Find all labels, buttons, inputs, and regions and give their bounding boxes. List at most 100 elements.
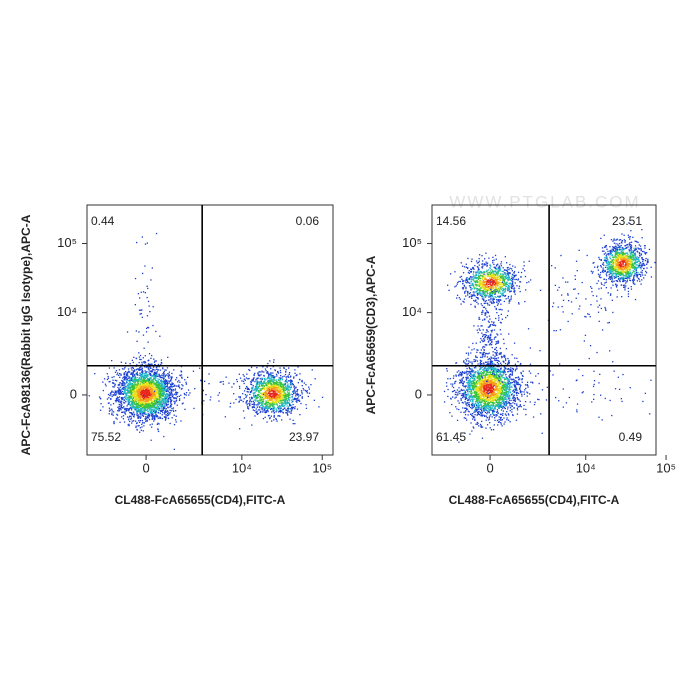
event-dot bbox=[279, 399, 281, 401]
event-dot bbox=[502, 398, 504, 400]
y-tick-label: 10⁴ bbox=[57, 304, 77, 319]
event-dot bbox=[134, 378, 137, 380]
event-dot bbox=[480, 381, 482, 383]
event-dot bbox=[153, 377, 155, 379]
event-dot bbox=[470, 371, 472, 373]
event-dot bbox=[297, 393, 300, 395]
event-dot bbox=[124, 375, 126, 377]
event-dot bbox=[265, 384, 267, 386]
event-dot bbox=[157, 410, 160, 412]
event-dot bbox=[141, 426, 143, 428]
event-dot bbox=[145, 373, 147, 375]
event-dot bbox=[273, 396, 275, 399]
event-dot bbox=[158, 400, 160, 402]
event-dot bbox=[127, 397, 129, 399]
event-dot bbox=[521, 391, 523, 393]
event-dot bbox=[288, 394, 291, 397]
event-dot bbox=[295, 393, 297, 395]
event-dot bbox=[169, 392, 171, 394]
event-dot bbox=[156, 414, 158, 417]
event-dot bbox=[284, 397, 286, 399]
event-dot bbox=[291, 399, 293, 401]
event-dot bbox=[150, 413, 153, 415]
event-dot bbox=[156, 405, 158, 407]
event-dot bbox=[303, 382, 305, 384]
event-dot bbox=[239, 396, 241, 398]
event-dot bbox=[270, 378, 272, 381]
event-dot bbox=[259, 375, 261, 377]
event-dot bbox=[150, 439, 152, 441]
event-dot bbox=[488, 405, 490, 407]
event-dot bbox=[461, 371, 463, 374]
event-dot bbox=[263, 409, 265, 411]
event-dot bbox=[110, 404, 112, 406]
event-dot bbox=[166, 384, 168, 386]
event-dot bbox=[170, 405, 172, 407]
event-dot bbox=[119, 390, 122, 392]
event-dot bbox=[161, 377, 163, 379]
event-dot bbox=[485, 396, 487, 398]
event-dot bbox=[112, 379, 114, 381]
event-dot bbox=[179, 398, 181, 400]
event-dot bbox=[145, 331, 148, 333]
event-dot bbox=[529, 393, 531, 395]
event-dot bbox=[273, 390, 275, 392]
event-dot bbox=[163, 385, 165, 387]
event-dot bbox=[465, 376, 467, 378]
event-dot bbox=[269, 392, 271, 394]
event-dot bbox=[287, 385, 289, 388]
event-dot bbox=[272, 385, 275, 387]
event-dot bbox=[271, 395, 274, 398]
event-dot bbox=[166, 410, 168, 413]
event-dot bbox=[167, 400, 169, 402]
event-dot bbox=[155, 372, 157, 374]
event-dot bbox=[152, 383, 154, 385]
event-dot bbox=[266, 405, 268, 407]
event-dot bbox=[266, 371, 269, 373]
event-dot bbox=[278, 379, 280, 382]
event-dot bbox=[473, 427, 475, 429]
event-dot bbox=[259, 381, 261, 383]
event-dot bbox=[514, 397, 516, 399]
event-dot bbox=[270, 390, 272, 392]
event-dot bbox=[469, 386, 471, 388]
event-dot bbox=[268, 382, 270, 384]
event-dot bbox=[294, 406, 296, 408]
event-dot bbox=[149, 412, 151, 414]
event-dot bbox=[127, 368, 130, 370]
event-dot bbox=[118, 400, 120, 402]
event-dot bbox=[135, 391, 137, 393]
event-dot bbox=[165, 417, 167, 419]
event-dot bbox=[118, 409, 121, 411]
event-dot bbox=[154, 393, 156, 396]
event-dot bbox=[135, 380, 137, 382]
event-dot bbox=[271, 404, 273, 406]
event-dot bbox=[146, 415, 149, 417]
event-dot bbox=[131, 400, 133, 402]
event-dot bbox=[180, 420, 182, 422]
event-dot bbox=[157, 396, 159, 398]
event-dot bbox=[476, 379, 478, 381]
event-dot bbox=[256, 412, 258, 414]
event-dot bbox=[280, 392, 282, 394]
event-dot bbox=[291, 380, 293, 383]
event-dot bbox=[490, 385, 492, 387]
event-dot bbox=[155, 411, 157, 413]
event-dot bbox=[162, 373, 164, 375]
event-dot bbox=[460, 374, 462, 376]
event-dot bbox=[168, 380, 170, 382]
event-dot bbox=[160, 382, 162, 384]
event-dot bbox=[148, 398, 151, 400]
event-dot bbox=[266, 421, 268, 423]
event-dot bbox=[273, 401, 275, 403]
event-dot bbox=[173, 410, 175, 412]
event-dot bbox=[167, 417, 169, 419]
event-dot bbox=[463, 385, 465, 388]
event-dot bbox=[251, 406, 253, 408]
event-dot bbox=[283, 390, 285, 392]
event-dot bbox=[142, 376, 144, 378]
event-dot bbox=[136, 371, 138, 373]
event-dot bbox=[254, 387, 256, 389]
event-dot bbox=[268, 383, 270, 385]
event-dot bbox=[281, 379, 284, 381]
